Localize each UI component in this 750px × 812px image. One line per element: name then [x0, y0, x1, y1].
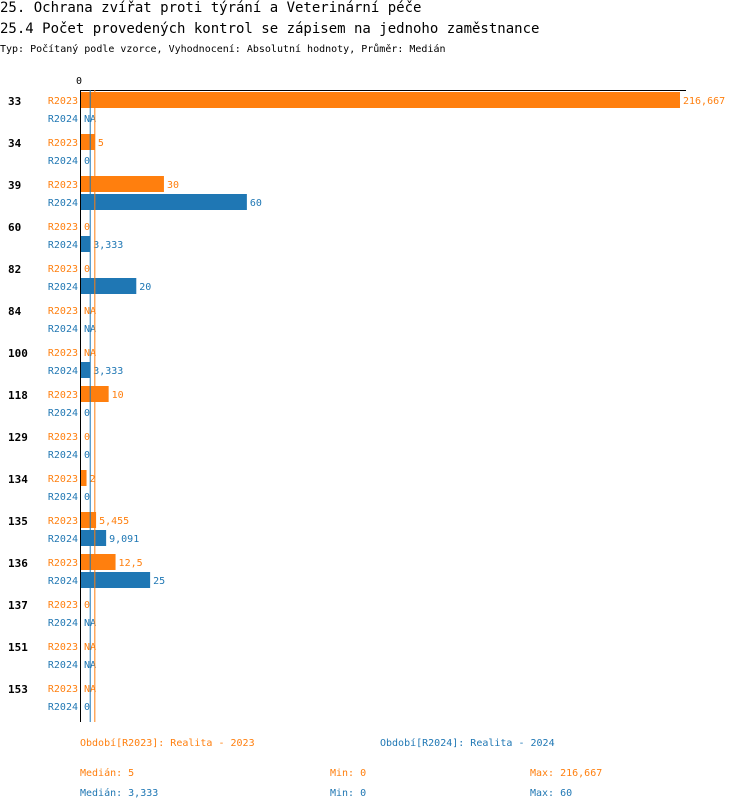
bar-r2023 — [81, 512, 97, 528]
bar-r2024 — [81, 278, 137, 294]
data-label: 30 — [167, 180, 179, 191]
max-r2024: Max: 60 — [530, 788, 573, 799]
category-label: 136 — [8, 557, 28, 570]
bar-r2023 — [81, 134, 95, 150]
data-label: 5,455 — [99, 516, 129, 527]
series-label: R2023 — [48, 642, 78, 653]
bar-r2023 — [81, 470, 87, 486]
category-label: 100 — [8, 347, 28, 360]
min-r2024: Min: 0 — [330, 788, 367, 799]
series-label: R2023 — [48, 348, 78, 359]
bar-r2023 — [81, 92, 680, 108]
axis-zero-label: 0 — [76, 76, 82, 87]
series-label: R2024 — [48, 660, 78, 671]
data-label: 60 — [250, 198, 262, 209]
series-label: R2024 — [48, 282, 78, 293]
category-label: 60 — [8, 221, 21, 234]
category-label: 151 — [8, 641, 28, 654]
median-r2024: Medián: 3,333 — [80, 788, 159, 799]
chart-subtitle: 25.4 Počet provedených kontrol se zápise… — [0, 21, 540, 37]
data-label: 0 — [84, 264, 90, 275]
median-r2023: Medián: 5 — [80, 768, 135, 779]
bar-r2023 — [81, 176, 164, 192]
category-label: 134 — [8, 473, 28, 486]
chart-type-info: Typ: Počítaný podle vzorce, Vyhodnocení:… — [0, 44, 446, 55]
data-label: 10 — [112, 390, 124, 401]
series-label: R2023 — [48, 432, 78, 443]
bar-r2024 — [81, 362, 91, 378]
series-label: R2024 — [48, 240, 78, 251]
category-label: 34 — [8, 137, 22, 150]
category-label: 135 — [8, 515, 28, 528]
data-label: 0 — [84, 432, 90, 443]
min-r2023: Min: 0 — [330, 768, 367, 779]
chart-title: 25. Ochrana zvířat proti týrání a Veteri… — [0, 0, 422, 16]
bar-r2024 — [81, 530, 107, 546]
series-label: R2024 — [48, 408, 78, 419]
data-label: 0 — [84, 222, 90, 233]
series-label: R2024 — [48, 366, 78, 377]
legend-r2023: Období[R2023]: Realita - 2023 — [80, 738, 255, 749]
series-label: R2023 — [48, 180, 78, 191]
category-label: 118 — [8, 389, 28, 402]
category-label: 153 — [8, 683, 28, 696]
series-label: R2024 — [48, 618, 78, 629]
series-label: R2023 — [48, 138, 78, 149]
data-label: 0 — [84, 600, 90, 611]
category-label: 129 — [8, 431, 28, 444]
bar-r2024 — [81, 236, 91, 252]
legend-r2024: Období[R2024]: Realita - 2024 — [380, 738, 555, 749]
data-label: 9,091 — [109, 534, 139, 545]
series-label: R2023 — [48, 264, 78, 275]
series-label: R2023 — [48, 306, 78, 317]
series-label: R2024 — [48, 450, 78, 461]
category-label: 82 — [8, 263, 21, 276]
series-label: R2023 — [48, 558, 78, 569]
data-label: 0 — [84, 156, 90, 167]
series-label: R2023 — [48, 474, 78, 485]
series-label: R2024 — [48, 576, 78, 587]
series-label: R2024 — [48, 702, 78, 713]
category-label: 39 — [8, 179, 21, 192]
data-label: 20 — [139, 282, 151, 293]
data-label: 2 — [90, 474, 96, 485]
series-label: R2023 — [48, 222, 78, 233]
series-label: R2024 — [48, 324, 78, 335]
series-label: R2024 — [48, 114, 78, 125]
data-label: 216,667 — [683, 96, 725, 107]
series-label: R2024 — [48, 492, 78, 503]
series-label: R2024 — [48, 198, 78, 209]
bar-r2024 — [81, 194, 247, 210]
data-label: 3,333 — [93, 240, 123, 251]
data-label: 3,333 — [93, 366, 123, 377]
data-label: 0 — [84, 492, 90, 503]
series-label: R2024 — [48, 534, 78, 545]
series-label: R2023 — [48, 516, 78, 527]
data-label: 12,5 — [119, 558, 143, 569]
bar-chart: 033R2023216,667R2024NA34R20235R2024039R2… — [8, 76, 725, 722]
category-label: 137 — [8, 599, 28, 612]
max-r2023: Max: 216,667 — [530, 768, 603, 779]
series-label: R2023 — [48, 96, 78, 107]
series-label: R2023 — [48, 390, 78, 401]
series-label: R2023 — [48, 684, 78, 695]
data-label: 0 — [84, 702, 90, 713]
series-label: R2024 — [48, 156, 78, 167]
category-label: 33 — [8, 95, 21, 108]
bar-r2023 — [81, 554, 116, 570]
data-label: 5 — [98, 138, 104, 149]
data-label: 0 — [84, 408, 90, 419]
data-label: 0 — [84, 450, 90, 461]
bar-r2024 — [81, 572, 151, 588]
data-label: 25 — [153, 576, 165, 587]
category-label: 84 — [8, 305, 22, 318]
series-label: R2023 — [48, 600, 78, 611]
